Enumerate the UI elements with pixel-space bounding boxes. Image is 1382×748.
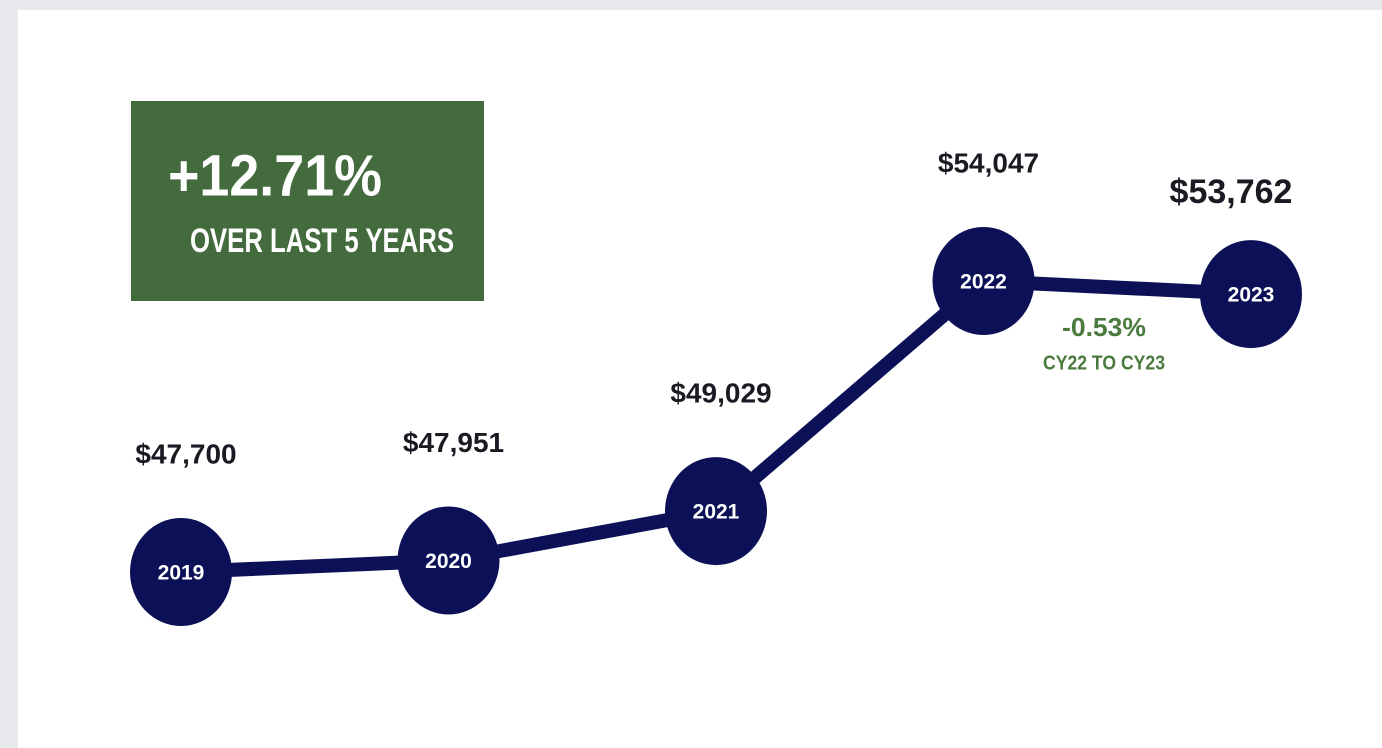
point <box>397 506 500 615</box>
headline-box <box>131 101 484 301</box>
value-label: $53,762 <box>1170 173 1293 211</box>
headline: +12.71% <box>168 143 382 208</box>
value-label: $47,700 <box>135 438 236 469</box>
category-label: 2021 <box>693 501 740 524</box>
change-sub: CY22 TO CY23 <box>1043 352 1165 374</box>
category-label: 2020 <box>425 550 472 573</box>
headline-sub: OVER LAST 5 YEARS <box>190 222 454 260</box>
value-label: $54,047 <box>938 147 1039 178</box>
point <box>130 518 232 626</box>
point <box>1200 240 1302 349</box>
category-label: 2023 <box>1228 284 1275 307</box>
value-label: $47,951 <box>403 427 504 458</box>
category-label: 2022 <box>960 271 1007 294</box>
point <box>665 457 767 566</box>
point <box>932 227 1035 335</box>
value-label: $49,029 <box>670 377 771 408</box>
category-label: 2019 <box>158 562 205 585</box>
change: -0.53% <box>1062 312 1146 342</box>
